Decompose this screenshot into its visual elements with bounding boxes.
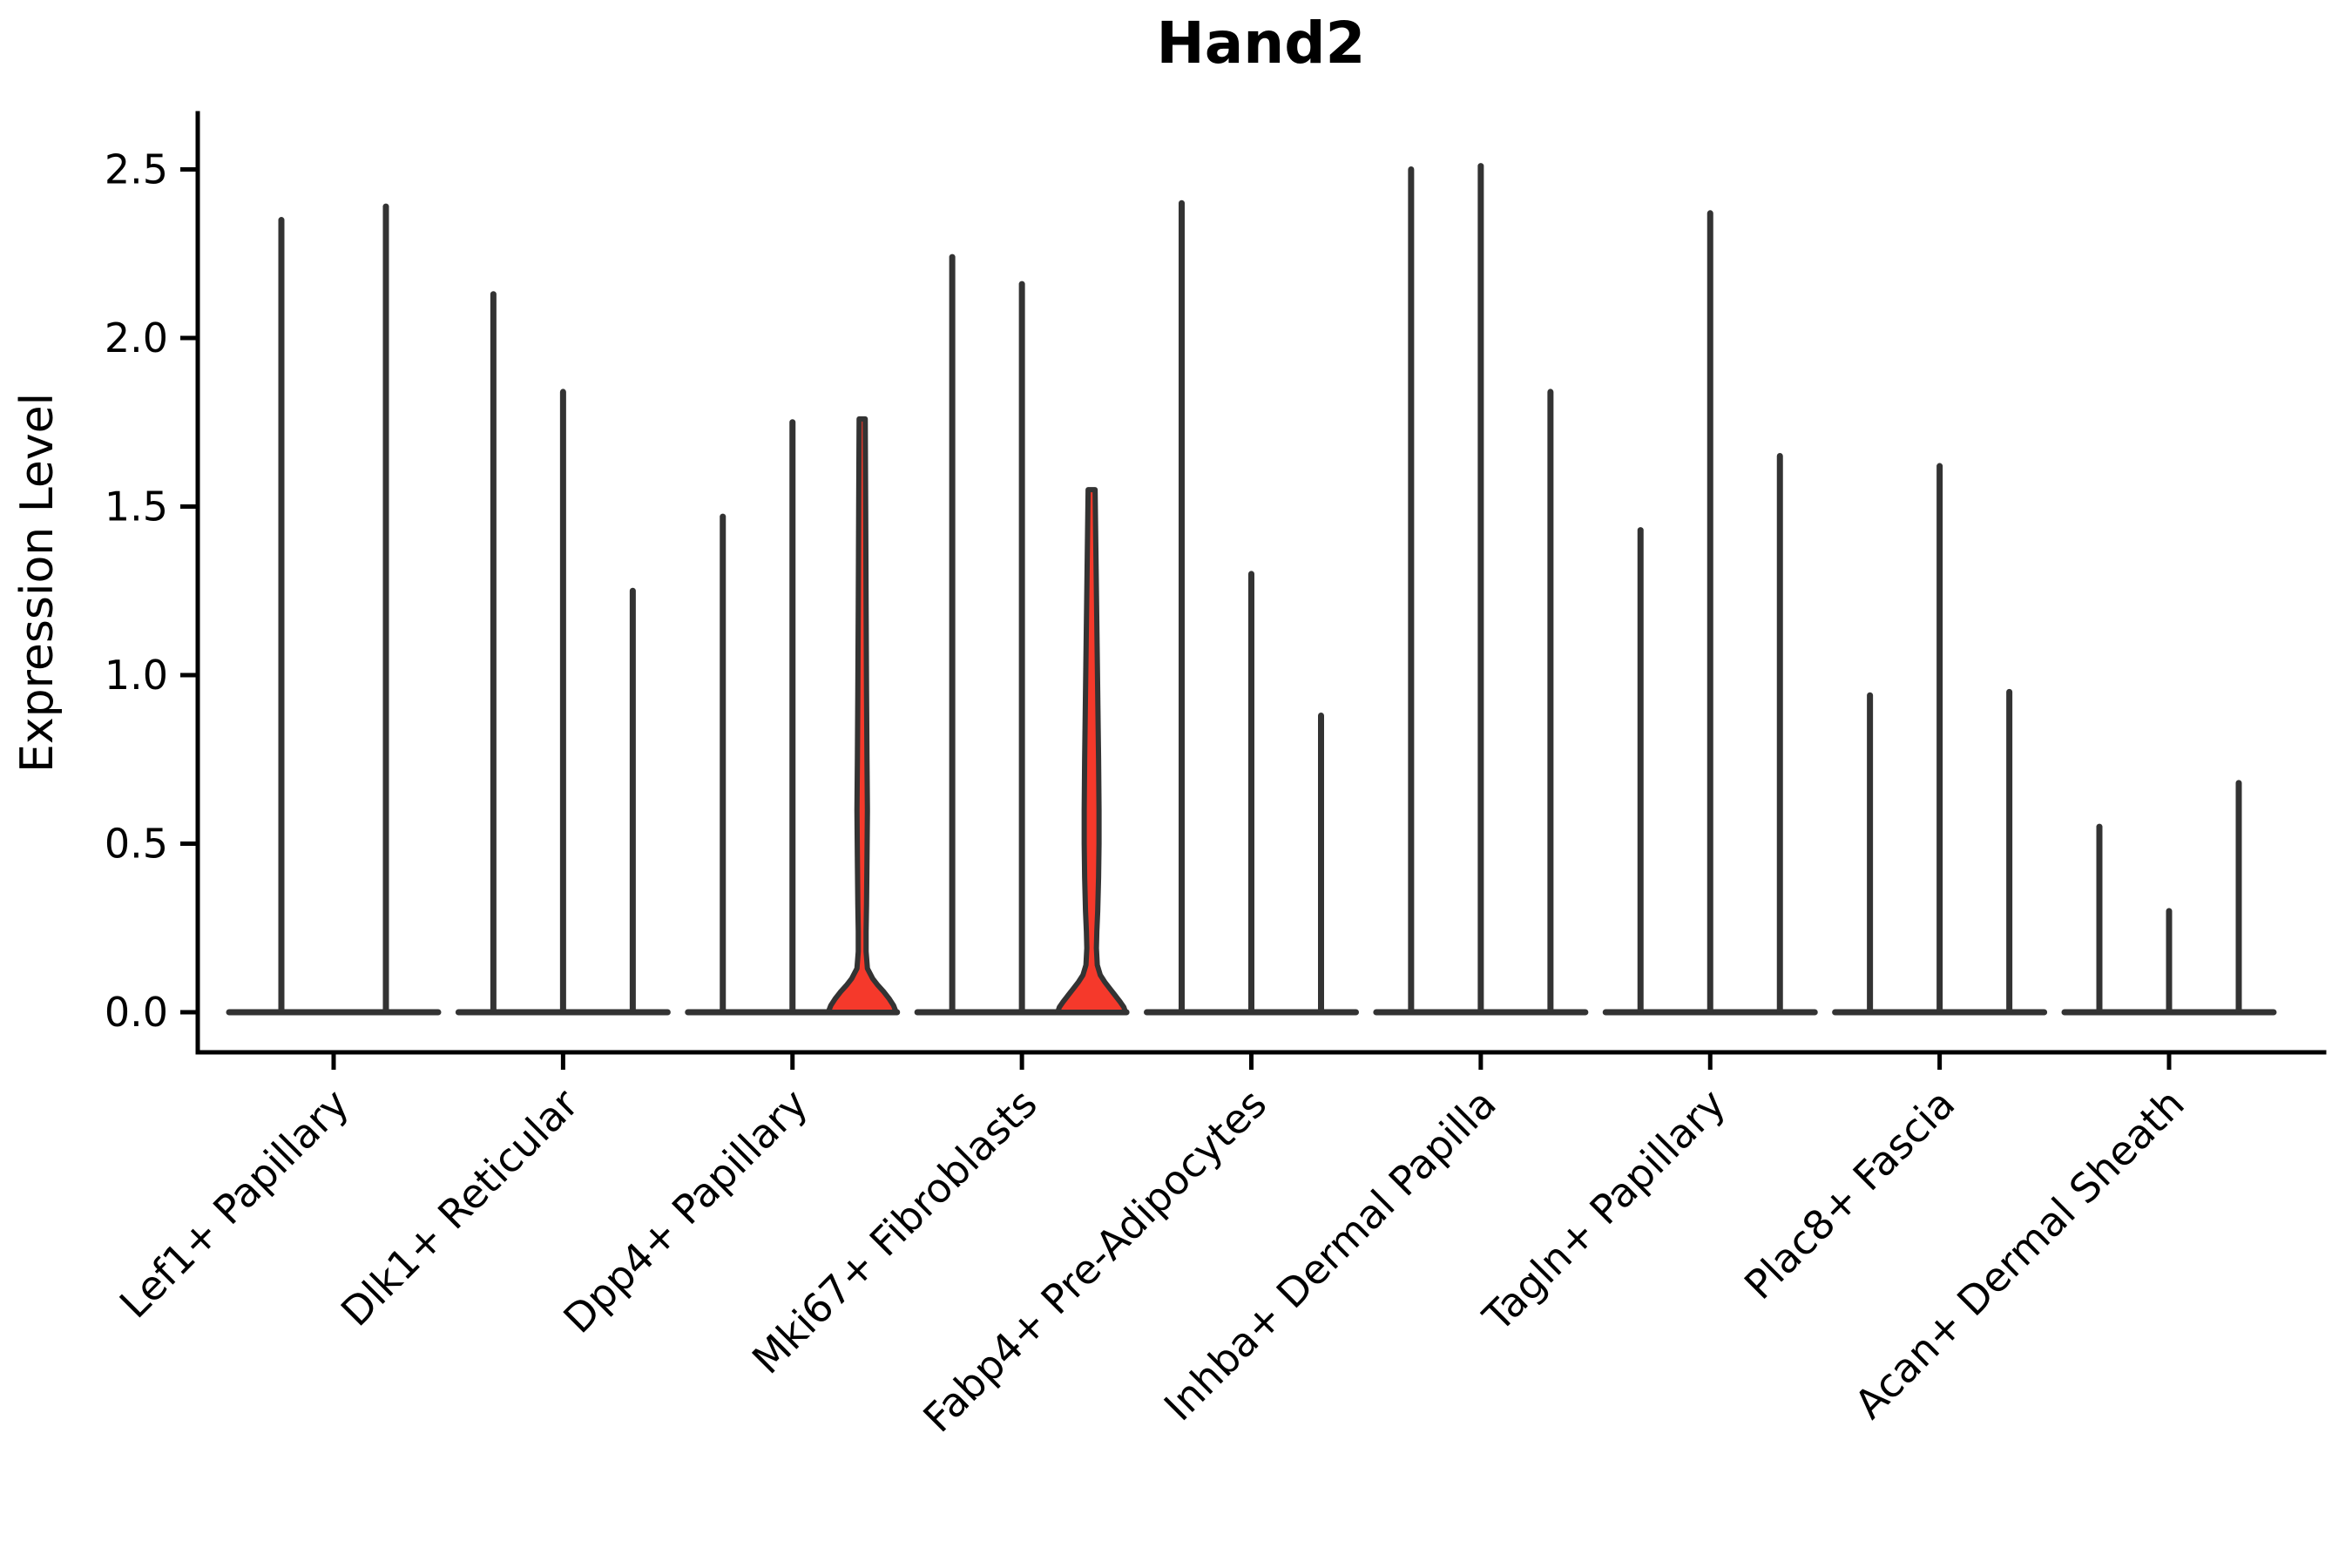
x-tick-label: Tagln+ Papillary: [1473, 1080, 1734, 1342]
x-tick-label: Dlk1+ Reticular: [332, 1080, 587, 1335]
y-tick-label: 0.5: [105, 821, 168, 868]
y-tick-label: 1.0: [105, 652, 168, 699]
y-tick-label: 0.0: [105, 989, 168, 1036]
x-tick-label: Lef1+ Papillary: [111, 1080, 358, 1328]
x-tick-label: Dpp4+ Papillary: [554, 1080, 816, 1342]
plot-title: Hand2: [1157, 10, 1366, 77]
x-tick-label: Plac8+ Fascia: [1735, 1080, 1963, 1308]
violin-shape-filled: [1055, 487, 1129, 1015]
y-tick-label: 1.5: [105, 483, 168, 531]
y-tick-label: 2.0: [105, 314, 168, 362]
y-tick-label: 2.5: [105, 146, 168, 193]
violin-shape-filled: [825, 416, 899, 1015]
y-axis-label: Expression Level: [11, 393, 64, 773]
